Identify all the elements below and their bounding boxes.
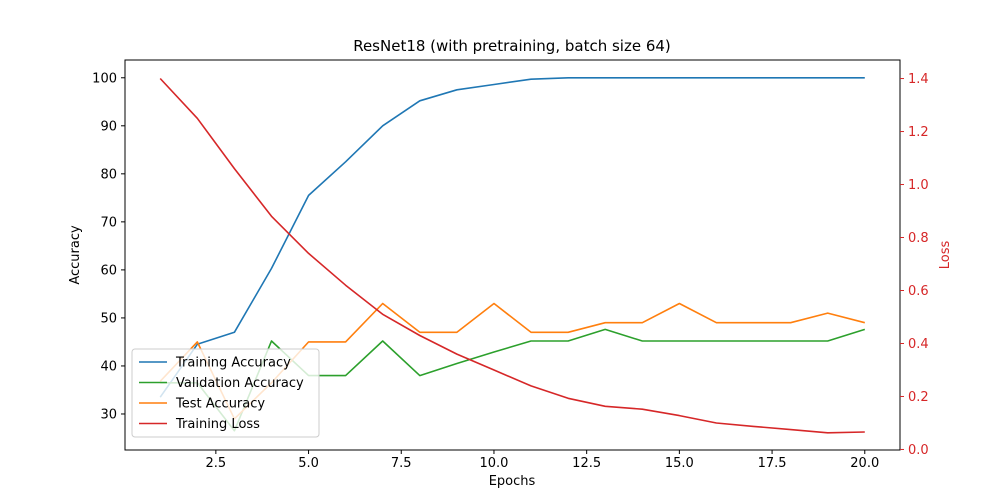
- y2-tick-label: 0.8: [908, 231, 929, 246]
- y2-tick-label: 0.2: [908, 390, 929, 405]
- legend: Training Accuracy Validation Accuracy Test…: [131, 348, 320, 438]
- y-tick-label: 80: [100, 167, 117, 182]
- legend-label: Validation Accuracy: [176, 376, 304, 391]
- y-tick-label: 30: [100, 407, 117, 422]
- series-line-validation-accuracy: [160, 328, 866, 432]
- y2-tick-label: 0.4: [908, 337, 929, 352]
- y-axis-label: Accuracy: [68, 225, 83, 285]
- y-tick-label: 40: [100, 359, 117, 374]
- y-tick-label: 50: [100, 311, 117, 326]
- x-tick-label: 17.5: [758, 456, 787, 471]
- x-tick-label: 5.0: [298, 456, 319, 471]
- y-tick-label: 70: [100, 215, 117, 230]
- series-line-training-loss: [159, 77, 865, 434]
- y2-tick-label: 1.2: [908, 125, 929, 140]
- y2-tick-label: 1.4: [908, 72, 929, 87]
- legend-label: Training Loss: [175, 417, 260, 432]
- legend-label: Test Accuracy: [175, 397, 265, 412]
- series-line-training-accuracy: [159, 77, 865, 398]
- x-axis: 2.5 5.0 7.5 10.0 12.5 15.0 17.5 20.0: [206, 450, 879, 471]
- x-tick-label: 20.0: [850, 456, 879, 471]
- y2-tick-label: 0.6: [908, 284, 929, 299]
- x-tick-label: 10.0: [479, 456, 508, 471]
- x-tick-label: 2.5: [206, 456, 227, 471]
- legend-label: Training Accuracy: [175, 356, 291, 371]
- y-tick-label: 60: [100, 263, 117, 278]
- y2-tick-label: 1.0: [908, 178, 929, 193]
- y-tick-label: 100: [92, 71, 117, 86]
- y2-tick-label: 0.0: [908, 443, 929, 458]
- y-axis-left: 30 40 50 60 70 80 90 100: [92, 71, 125, 422]
- legend-box: [131, 348, 320, 438]
- y-axis-right: 0.0 0.2 0.4 0.6 0.8 1.0 1.2 1.4: [900, 72, 929, 458]
- x-tick-label: 12.5: [572, 456, 601, 471]
- chart-title: ResNet18 (with pretraining, batch size 6…: [353, 37, 671, 55]
- x-tick-label: 15.0: [665, 456, 694, 471]
- x-axis-label: Epochs: [489, 474, 536, 489]
- plot-frame: [124, 59, 901, 451]
- x-tick-label: 7.5: [391, 456, 412, 471]
- y-tick-label: 90: [100, 119, 117, 134]
- y2-axis-label: Loss: [938, 241, 953, 270]
